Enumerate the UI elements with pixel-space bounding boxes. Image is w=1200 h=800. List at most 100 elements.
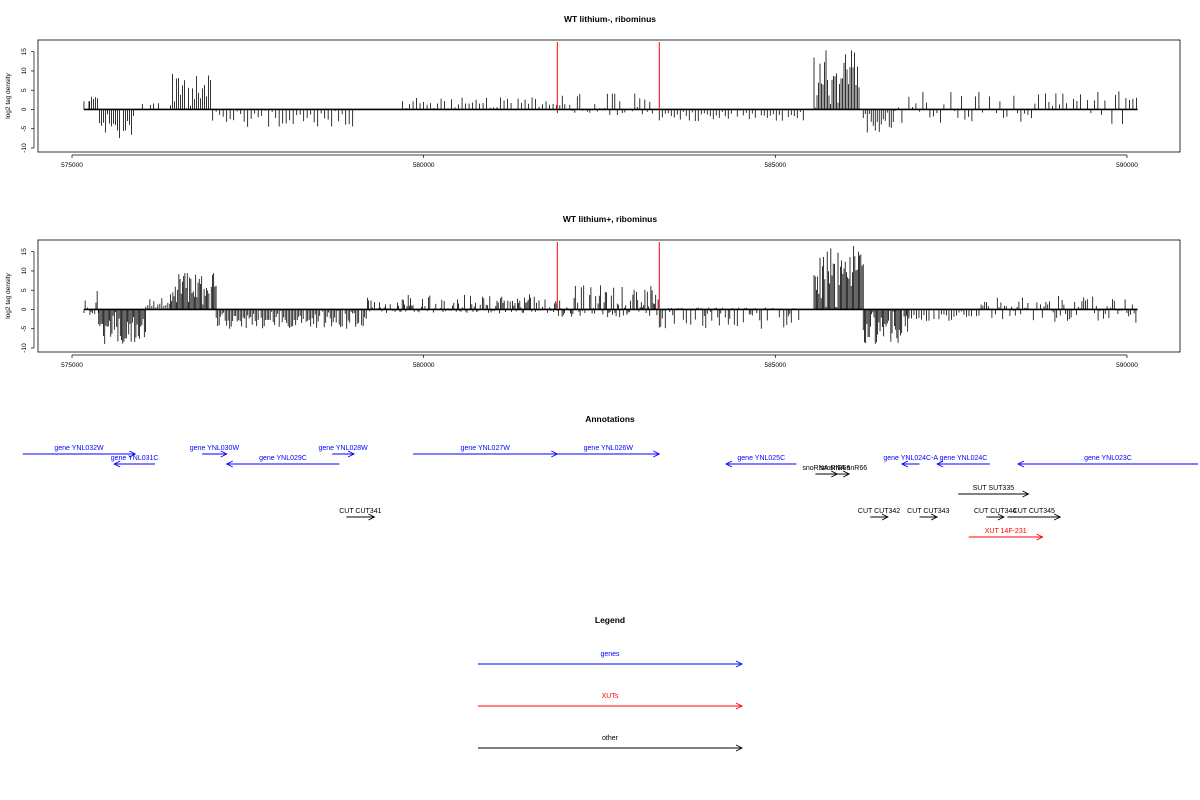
density-segment: [908, 309, 980, 321]
feature-arrowhead: [347, 450, 356, 458]
x-tick-label: 575000: [61, 362, 83, 369]
y-tick-label: -10: [21, 143, 28, 153]
density-segment: [813, 50, 860, 110]
y-tick-label: 0: [21, 107, 28, 111]
feature-label: CUT CUT345: [1013, 508, 1055, 515]
x-axis: 575000 580000 585000 590000: [61, 354, 1138, 369]
feature-arrowhead: [997, 513, 1005, 521]
legend-entry: genes: [478, 651, 744, 668]
x-tick-label: 585000: [764, 362, 786, 369]
feature-label: snoRNA snR66: [802, 465, 850, 472]
density-segment: [98, 309, 146, 345]
y-tick-label: 5: [21, 88, 28, 92]
y-tick-label: 10: [21, 267, 28, 275]
feature-arrowhead: [368, 513, 376, 521]
feature-arrowhead: [900, 460, 909, 468]
feature-label: gene YNL023C: [1084, 455, 1132, 462]
density-segment: [813, 246, 864, 310]
legend-label: other: [602, 735, 619, 742]
y-axis-label: log2 tag density: [5, 272, 12, 318]
y-axis-label: log2 tag density: [5, 72, 12, 118]
feature-label: gene YNL025C: [737, 455, 785, 462]
feature-arrowhead: [653, 450, 661, 458]
annotation-feature: gene YNL028W: [318, 445, 368, 458]
feature-arrowhead: [1053, 513, 1062, 521]
annotation-feature: CUT CUT343: [907, 508, 950, 521]
feature-label: gene YNL032W: [54, 445, 104, 452]
density-segment: [83, 290, 99, 315]
legend-arrowhead: [735, 702, 744, 710]
feature-label: CUT CUT344: [974, 508, 1016, 515]
annotation-feature: gene YNL024C-A: [883, 455, 938, 468]
x-tick-label: 585000: [764, 162, 786, 169]
feature-arrowhead: [842, 470, 851, 478]
feature-label: gene YNL028W: [318, 445, 368, 452]
feature-label: CUT CUT343: [907, 508, 949, 515]
bar-track: -10 -5 0 5 10 15 575000 580000 585000 590000: [21, 42, 1138, 169]
annotation-feature: gene YNL027W: [413, 445, 559, 458]
feature-label: gene YNL030W: [190, 445, 240, 452]
annotation-feature: gene YNL031C: [111, 455, 158, 468]
density-segment: [556, 285, 659, 318]
feature-arrowhead: [725, 460, 733, 468]
annotation-feature: gene YNL029C: [225, 455, 340, 468]
density-segment: [89, 96, 98, 110]
annotations-panel: Annotations gene YNL032W gene YNL030W gene…: [22, 414, 1198, 541]
y-tick-label: 0: [21, 307, 28, 311]
y-axis: -10 -5 0 5 10 15: [21, 248, 35, 353]
legend-arrowhead: [735, 660, 744, 668]
feature-label: SUT SUT335: [973, 485, 1015, 492]
bar-track: -10 -5 0 5 10 15 575000 580000 585000 590000: [21, 242, 1138, 369]
legend-label: XUTs: [602, 693, 619, 700]
feature-label: gene YNL027W: [461, 445, 511, 452]
annotation-features: gene YNL032W gene YNL030W gene YNL028W gene…: [22, 445, 1198, 541]
x-tick-label: 580000: [413, 362, 435, 369]
feature-arrowhead: [113, 460, 121, 468]
density-segment: [862, 109, 894, 133]
track-panel-lithium-plus: WT lithium+, ribominus log2 tag density …: [5, 214, 1181, 369]
feature-arrowhead: [930, 513, 939, 521]
annotation-feature: gene YNL026W: [557, 445, 661, 458]
x-tick-label: 590000: [1116, 162, 1138, 169]
feature-label: snoRNA snR66: [819, 465, 867, 472]
y-tick-label: 5: [21, 288, 28, 292]
feature-arrowhead: [225, 460, 233, 468]
legend-arrowhead: [735, 744, 744, 752]
annotation-feature: CUT CUT344: [974, 508, 1016, 521]
density-segment: [170, 273, 217, 310]
density-segment: [402, 97, 557, 110]
annotation-feature: CUT CUT341: [339, 508, 382, 521]
x-tick-label: 590000: [1116, 362, 1138, 369]
track-panel-lithium-minus: WT lithium-, ribominus log2 tag density …: [5, 14, 1181, 169]
legend-entry: XUTs: [478, 693, 744, 710]
x-axis: 575000 580000 585000 590000: [61, 154, 1138, 169]
annotation-feature: CUT CUT345: [1007, 508, 1062, 521]
track-title: WT lithium+, ribominus: [563, 214, 657, 224]
y-tick-label: -10: [21, 343, 28, 353]
density-segment: [366, 294, 558, 314]
feature-label: CUT CUT342: [858, 508, 900, 515]
feature-arrowhead: [220, 450, 228, 458]
annotation-feature: gene YNL024C: [936, 455, 990, 468]
legend-label: genes: [600, 651, 620, 658]
density-segment: [141, 104, 151, 110]
annotation-feature: SUT SUT335: [958, 485, 1030, 498]
x-tick-label: 575000: [61, 162, 83, 169]
plot-frame: [37, 39, 1181, 153]
annotation-feature: gene YNL023C: [1016, 455, 1198, 468]
feature-arrowhead: [129, 450, 137, 458]
feature-label: gene YNL026W: [584, 445, 634, 452]
legend-panel: Legend genes XUTs other: [478, 615, 744, 752]
feature-label: XUT 14F-231: [985, 528, 1027, 535]
y-tick-label: 15: [21, 248, 28, 256]
feature-arrowhead: [936, 460, 944, 468]
plot-frame: [37, 239, 1181, 353]
legend-entry: other: [478, 735, 744, 752]
feature-arrowhead: [1036, 533, 1044, 541]
y-tick-label: 15: [21, 48, 28, 56]
annotation-feature: gene YNL025C: [725, 455, 797, 468]
annotations-title: Annotations: [585, 414, 635, 424]
density-segment: [556, 93, 658, 116]
annotation-feature: gene YNL032W: [22, 445, 137, 458]
